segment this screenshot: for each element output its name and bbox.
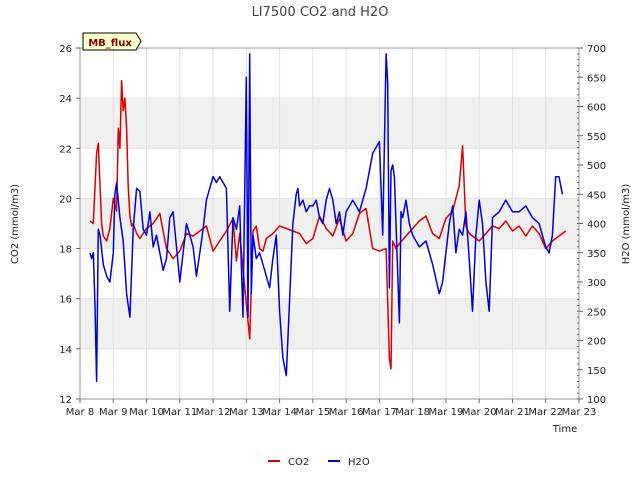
series-line-h2o [89, 53, 564, 383]
y-right-tick-label: 200 [587, 337, 606, 348]
x-tick-label: Mar 23 [562, 407, 597, 418]
background-band [80, 98, 579, 149]
y-left-tick-label: 12 [59, 395, 72, 406]
badge-shape [82, 32, 142, 51]
x-tick-label: Mar 18 [395, 407, 430, 418]
x-tick-label: Mar 12 [196, 407, 231, 418]
y-right-tick-label: 500 [587, 161, 606, 172]
badge-label: MB_flux [88, 38, 132, 49]
y-right-tick-label: 300 [587, 278, 606, 289]
x-tick-label: Mar 13 [229, 407, 264, 418]
x-tick-label: Mar 22 [528, 407, 563, 418]
x-tick-label: Mar 10 [129, 407, 164, 418]
y-left-tick-label: 26 [59, 44, 72, 55]
x-tick-label: Mar 11 [162, 407, 197, 418]
x-tick-label: Mar 15 [295, 407, 330, 418]
x-tick-label: Mar 16 [329, 407, 364, 418]
x-tick-label: Mar 8 [66, 407, 94, 418]
x-tick-label: Mar 20 [462, 407, 497, 418]
y-right-tick-label: 600 [587, 103, 606, 114]
x-tick-label: Mar 21 [495, 407, 530, 418]
y-left-tick-label: 24 [59, 94, 72, 105]
chart-title: LI7500 CO2 and H2O [252, 5, 389, 20]
y-left-tick-label: 16 [59, 295, 72, 306]
y-left-tick-label: 18 [59, 245, 72, 256]
x-tick-label: Mar 19 [429, 407, 464, 418]
y-right-tick-label: 700 [587, 44, 606, 55]
x-tick-label: Mar 14 [262, 407, 297, 418]
y-right-tick-label: 250 [587, 307, 606, 318]
y-left-tick-label: 14 [59, 345, 72, 356]
legend-label-h2o: H2O [348, 457, 370, 468]
y-left-tick-label: 22 [59, 144, 72, 155]
y-left-tick-label: 20 [59, 194, 72, 205]
legend-label-co2: CO2 [288, 457, 309, 468]
background-band [80, 198, 579, 249]
x-tick-label: Mar 17 [362, 407, 397, 418]
y-right-tick-label: 650 [587, 73, 606, 84]
y-right-tick-label: 400 [587, 220, 606, 231]
y-right-tick-label: 100 [587, 395, 606, 406]
y-axis-right-label: H2O (mmol/m3) [621, 184, 632, 265]
y-axis-left-label: CO2 (mmol/m3) [10, 184, 21, 264]
mb-flux-badge: MB_flux [82, 32, 142, 51]
x-axis-label: Time [552, 424, 577, 435]
y-right-tick-label: 350 [587, 249, 606, 260]
x-tick-label: Mar 9 [99, 407, 127, 418]
y-right-tick-label: 150 [587, 366, 606, 377]
y-right-tick-label: 550 [587, 132, 606, 143]
legend: CO2 H2O [268, 457, 370, 468]
background-band [80, 298, 579, 349]
y-right-tick-label: 450 [587, 190, 606, 201]
series-line-co2 [89, 79, 567, 370]
